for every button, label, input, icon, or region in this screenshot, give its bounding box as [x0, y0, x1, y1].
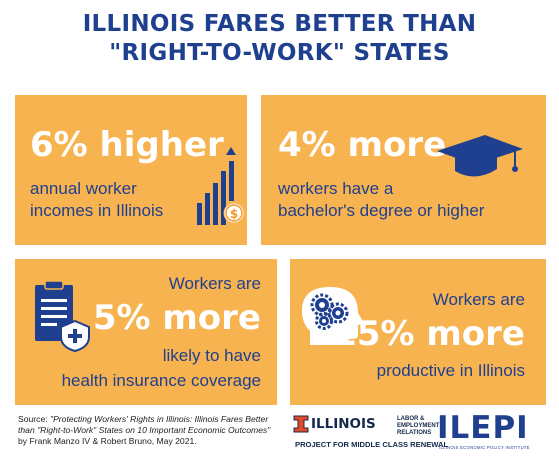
stat-text-line: workers have a [278, 179, 394, 198]
bar-chart-dollar-icon: $ [197, 147, 245, 225]
stat-text-line: productive in Illinois [376, 361, 525, 380]
ilepi-logo: ILEPI [437, 410, 529, 446]
stat-text-line: health insurance coverage [61, 371, 261, 390]
stat-card-degree: 4% more workers have a bachelor's degree… [261, 95, 546, 245]
stat-text-line: incomes in Illinois [30, 201, 164, 220]
stat-text-line: Workers are [168, 274, 261, 293]
stat-headline: 6% higher [30, 125, 224, 165]
clipboard-health-icon [35, 280, 90, 353]
illinois-logo: ILLINOIS LABOR & EMPLOYMENT RELATIONS PR… [293, 415, 449, 449]
stat-headline: 5% more [92, 298, 261, 338]
stat-text-line: bachelor's degree or higher [278, 201, 485, 220]
stat-card-productivity: Workers are 15% more productive in Illin… [290, 259, 546, 405]
illinois-block-i-icon [293, 415, 309, 433]
source-note: Source: "Protecting Workers' Rights in I… [18, 414, 271, 446]
page-title: ILLINOIS FARES BETTER THAN "RIGHT-TO-WOR… [82, 11, 477, 66]
ilepi-subtitle: ILLINOIS ECONOMIC POLICY INSTITUTE [439, 445, 530, 450]
stat-headline: 4% more [278, 125, 447, 165]
svg-text:$: $ [230, 207, 238, 221]
stat-text-line: annual worker [30, 179, 137, 198]
stat-card-health: Workers are 5% more likely to have healt… [15, 259, 277, 405]
project-name: PROJECT FOR MIDDLE CLASS RENEWAL [295, 440, 449, 449]
stat-text-line: likely to have [162, 346, 261, 365]
stat-text-line: Workers are [432, 290, 525, 309]
stat-card-income: 6% higher annual worker incomes in Illin… [15, 95, 247, 245]
head-gears-icon [302, 287, 364, 345]
graduation-cap-icon [437, 135, 523, 177]
stat-headline: 15% more [333, 314, 525, 354]
